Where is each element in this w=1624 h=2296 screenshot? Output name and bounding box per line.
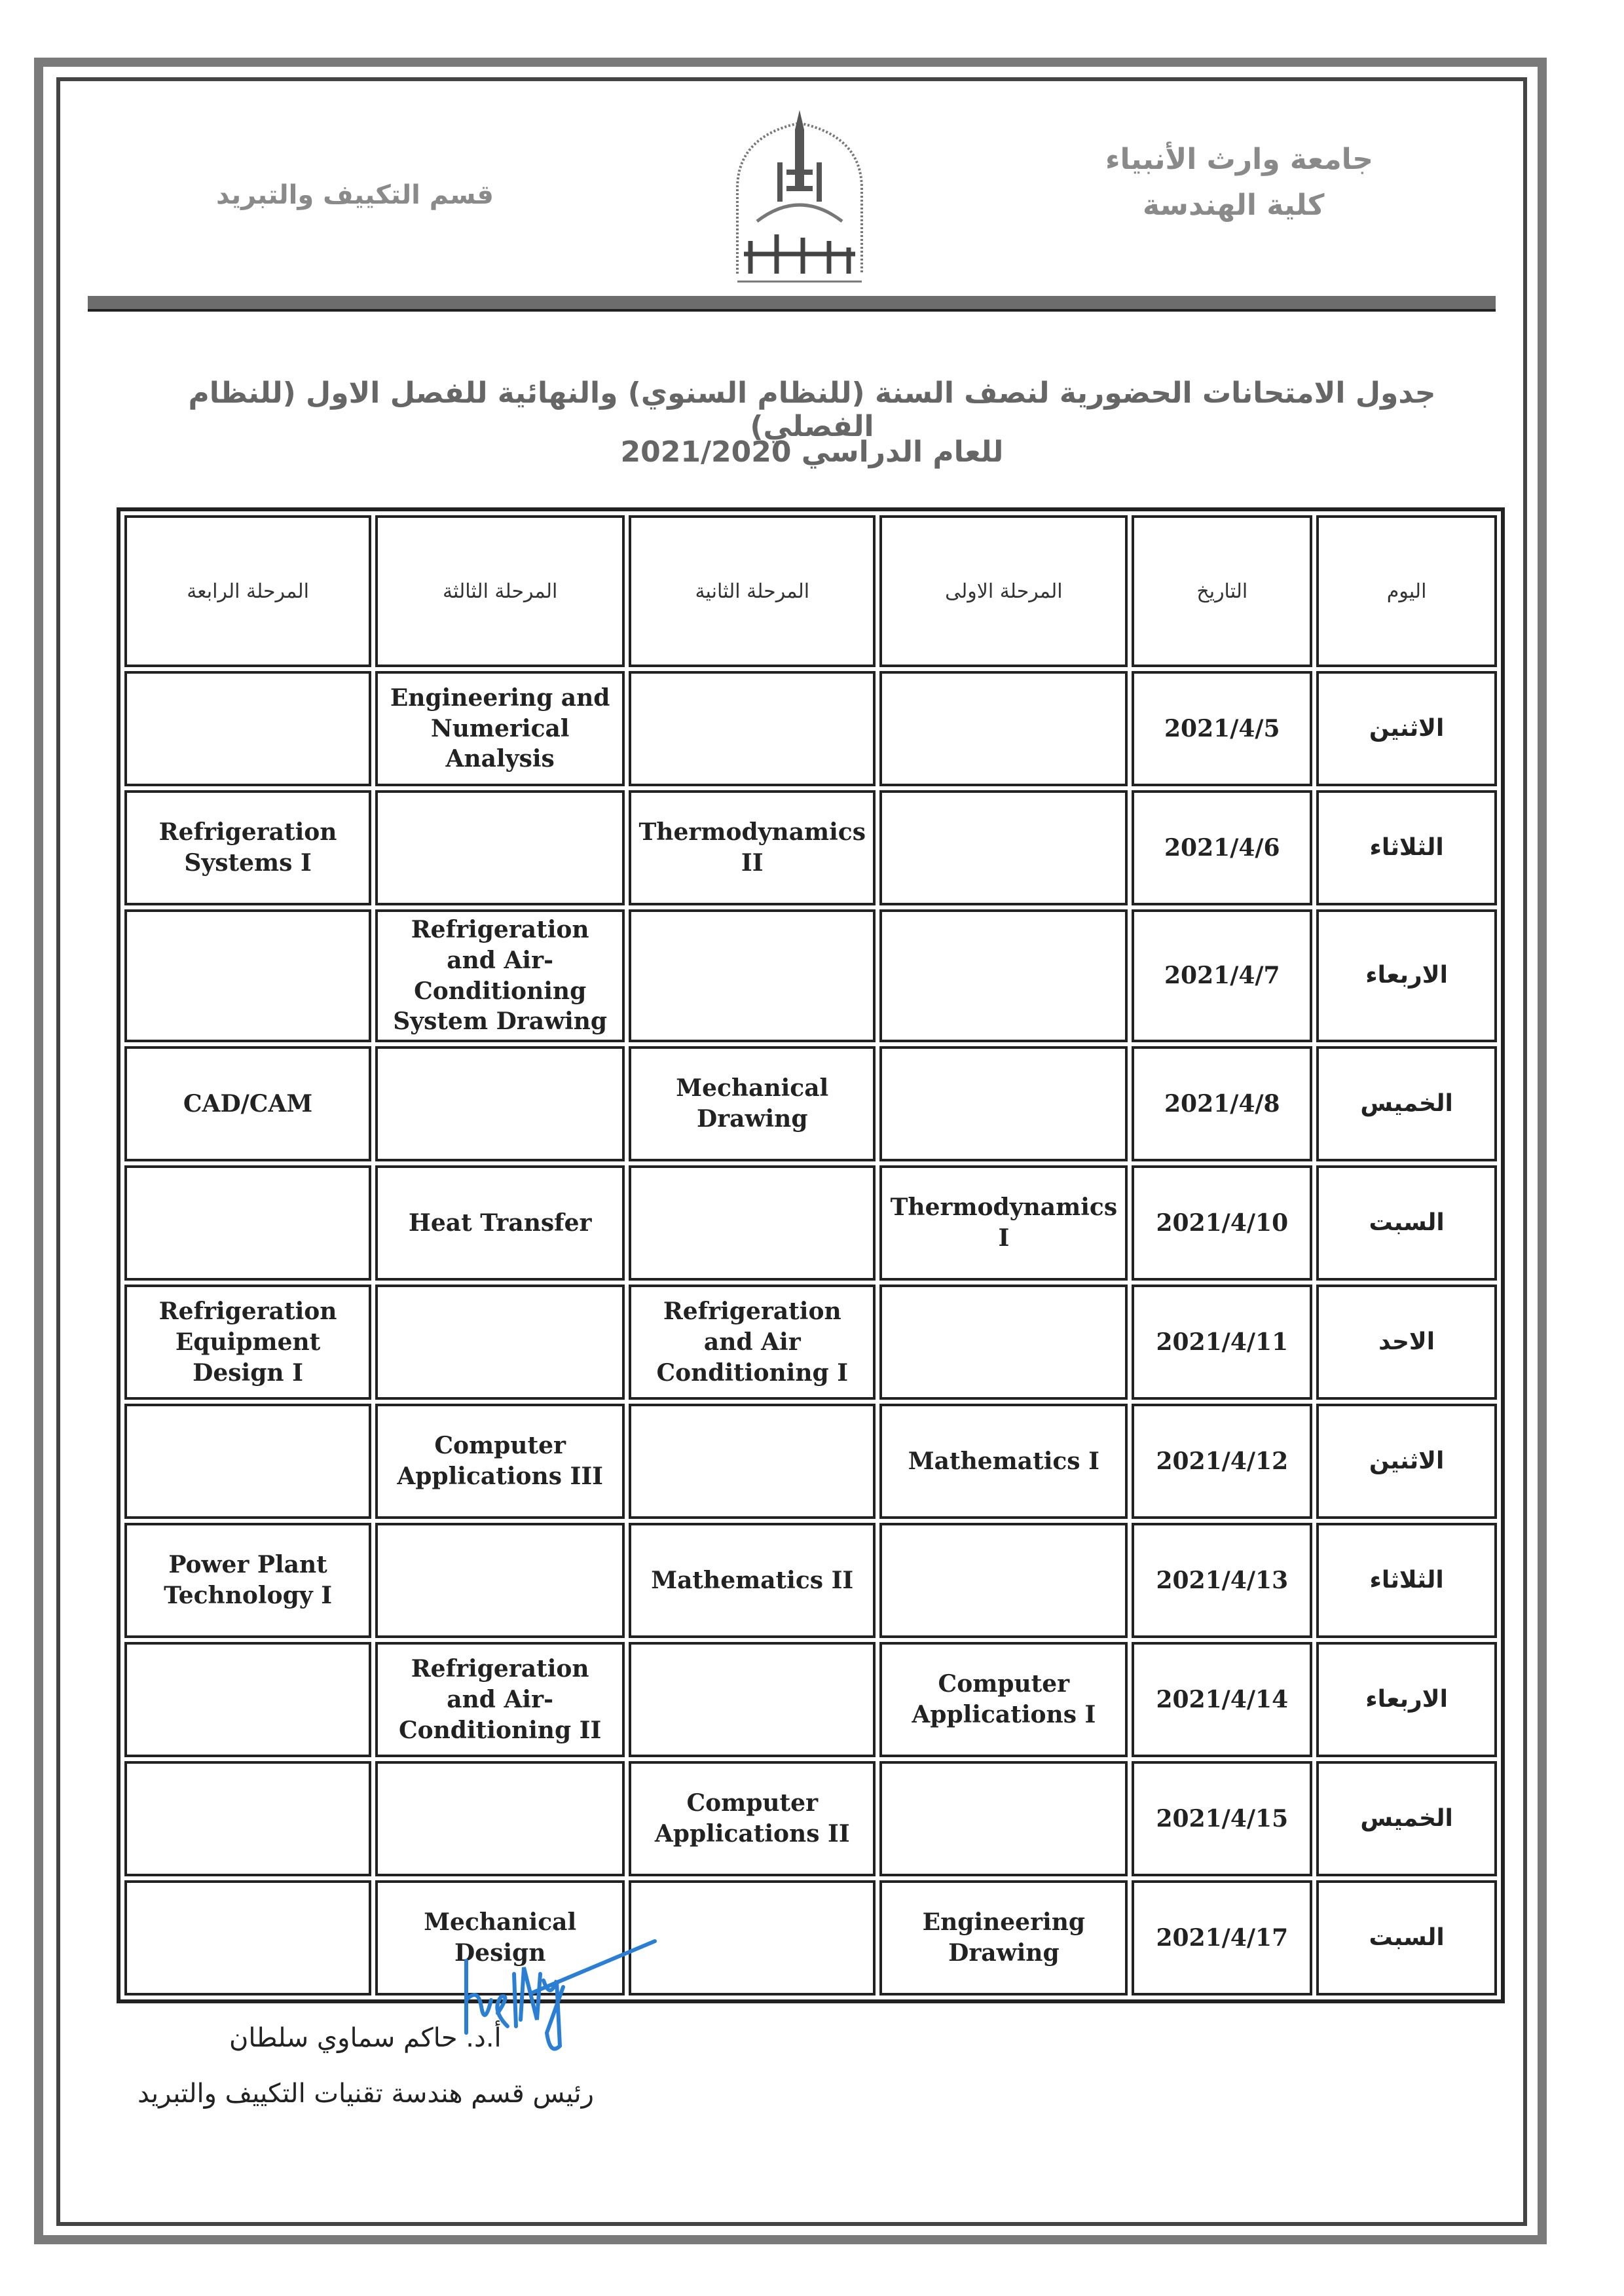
exam-cell-stage-2 bbox=[629, 1165, 876, 1281]
day-cell: الثلاثاء bbox=[1316, 1523, 1497, 1639]
exam-cell-stage-2: Refrigeration and Air Conditioning I bbox=[629, 1285, 876, 1400]
exam-cell-stage-4 bbox=[124, 1404, 372, 1520]
exam-cell-stage-4: Power Plant Technology I bbox=[124, 1523, 372, 1639]
academic-year: للعام الدراسي 2021/2020 bbox=[620, 435, 1004, 469]
header-divider bbox=[88, 296, 1496, 312]
exam-cell-stage-3 bbox=[375, 1761, 625, 1877]
day-cell: الخميس bbox=[1316, 1046, 1497, 1162]
table-row: الاثنين 2021/4/12 Mathematics I Computer Ap… bbox=[124, 1404, 1497, 1520]
page-title: جدول الامتحانات الحضورية لنصف السنة (للن… bbox=[188, 376, 1436, 443]
table-row: الاثنين 2021/4/5 Engineering and Numerical… bbox=[124, 671, 1497, 786]
day-cell: الاثنين bbox=[1316, 671, 1497, 786]
exam-cell-stage-1: Engineering Drawing bbox=[879, 1880, 1128, 1996]
exam-cell-stage-4: Refrigeration Systems I bbox=[124, 790, 372, 905]
exam-cell-stage-4 bbox=[124, 909, 372, 1043]
signatory-position: رئيس قسم هندسة تقنيات التكييف والتبريد bbox=[138, 2079, 594, 2109]
exam-cell-stage-4 bbox=[124, 1880, 372, 1996]
table-row: الاربعاء 2021/4/14 Computer Applications I… bbox=[124, 1642, 1497, 1758]
date-cell: 2021/4/10 bbox=[1132, 1165, 1313, 1281]
table-row: الخميس 2021/4/15 Computer Applications II bbox=[124, 1761, 1497, 1877]
university-logo bbox=[736, 110, 863, 283]
exam-cell-stage-3: Engineering and Numerical Analysis bbox=[375, 671, 625, 786]
exam-cell-stage-3 bbox=[375, 1523, 625, 1639]
page-border-outer bbox=[34, 58, 1547, 2244]
table-row: الاحد 2021/4/11 Refrigeration and Air Cond… bbox=[124, 1285, 1497, 1400]
page-border-inner bbox=[56, 77, 1527, 2226]
exam-cell-stage-1 bbox=[879, 1761, 1128, 1877]
exam-cell-stage-2 bbox=[629, 1880, 876, 1996]
date-cell: 2021/4/6 bbox=[1132, 790, 1313, 905]
exam-cell-stage-4 bbox=[124, 1761, 372, 1877]
day-cell: الاربعاء bbox=[1316, 1642, 1497, 1758]
date-cell: 2021/4/14 bbox=[1132, 1642, 1313, 1758]
exam-cell-stage-1: Computer Applications I bbox=[879, 1642, 1128, 1758]
column-header-stage-3: المرحلة الثالثة bbox=[375, 515, 625, 667]
table-row: الثلاثاء 2021/4/13 Mathematics II Power Pla… bbox=[124, 1523, 1497, 1639]
exam-cell-stage-4 bbox=[124, 1165, 372, 1281]
day-cell: الاربعاء bbox=[1316, 909, 1497, 1043]
date-cell: 2021/4/11 bbox=[1132, 1285, 1313, 1400]
day-cell: السبت bbox=[1316, 1880, 1497, 1996]
day-cell: السبت bbox=[1316, 1165, 1497, 1281]
exam-cell-stage-1 bbox=[879, 790, 1128, 905]
column-header-stage-4: المرحلة الرابعة bbox=[124, 515, 372, 667]
exam-cell-stage-3 bbox=[375, 1046, 625, 1162]
date-cell: 2021/4/15 bbox=[1132, 1761, 1313, 1877]
university-name: جامعة وارث الأنبياء bbox=[1105, 143, 1373, 176]
date-cell: 2021/4/13 bbox=[1132, 1523, 1313, 1639]
exam-cell-stage-1 bbox=[879, 1046, 1128, 1162]
exam-cell-stage-3: Computer Applications III bbox=[375, 1404, 625, 1520]
exam-cell-stage-1 bbox=[879, 909, 1128, 1043]
exam-cell-stage-2 bbox=[629, 671, 876, 786]
exam-cell-stage-4 bbox=[124, 671, 372, 786]
exam-cell-stage-4: Refrigeration Equipment Design I bbox=[124, 1285, 372, 1400]
date-cell: 2021/4/17 bbox=[1132, 1880, 1313, 1996]
exam-cell-stage-3: Refrigeration and Air-Conditioning II bbox=[375, 1642, 625, 1758]
signature bbox=[464, 1939, 657, 2051]
date-cell: 2021/4/8 bbox=[1132, 1046, 1313, 1162]
exam-cell-stage-2: Computer Applications II bbox=[629, 1761, 876, 1877]
column-header-day: اليوم bbox=[1316, 515, 1497, 667]
day-cell: الاحد bbox=[1316, 1285, 1497, 1400]
department-name: قسم التكييف والتبريد bbox=[216, 180, 494, 210]
exam-cell-stage-4: CAD/CAM bbox=[124, 1046, 372, 1162]
exam-cell-stage-1 bbox=[879, 1285, 1128, 1400]
day-cell: الخميس bbox=[1316, 1761, 1497, 1877]
exam-cell-stage-1 bbox=[879, 671, 1128, 786]
table-row: الاربعاء 2021/4/7 Refrigeration and Air-Co… bbox=[124, 909, 1497, 1043]
table-row: السبت 2021/4/10 Thermodynamics I Heat Trans… bbox=[124, 1165, 1497, 1281]
exam-cell-stage-1 bbox=[879, 1523, 1128, 1639]
day-cell: الثلاثاء bbox=[1316, 790, 1497, 905]
exam-cell-stage-1: Thermodynamics I bbox=[879, 1165, 1128, 1281]
college-name: كلية الهندسة bbox=[1143, 189, 1325, 222]
table-row: الخميس 2021/4/8 Mechanical Drawing CAD/CAM bbox=[124, 1046, 1497, 1162]
exam-cell-stage-3: Refrigeration and Air-Conditioning Syste… bbox=[375, 909, 625, 1043]
exam-cell-stage-2: Thermodynamics II bbox=[629, 790, 876, 905]
exam-cell-stage-3: Mechanical Design bbox=[375, 1880, 625, 1996]
exam-cell-stage-4 bbox=[124, 1642, 372, 1758]
exam-cell-stage-3 bbox=[375, 790, 625, 905]
column-header-date: التاريخ bbox=[1132, 515, 1313, 667]
signatory-name: أ.د. حاكم سماوي سلطان bbox=[229, 2023, 502, 2053]
day-cell: الاثنين bbox=[1316, 1404, 1497, 1520]
date-cell: 2021/4/5 bbox=[1132, 671, 1313, 786]
exam-schedule-table: اليوم التاريخ المرحلة الاولى المرحلة الثاني… bbox=[117, 507, 1505, 2004]
exam-cell-stage-3 bbox=[375, 1285, 625, 1400]
column-header-stage-1: المرحلة الاولى bbox=[879, 515, 1128, 667]
column-header-stage-2: المرحلة الثانية bbox=[629, 515, 876, 667]
exam-cell-stage-3: Heat Transfer bbox=[375, 1165, 625, 1281]
exam-cell-stage-2: Mechanical Drawing bbox=[629, 1046, 876, 1162]
table-row: الثلاثاء 2021/4/6 Thermodynamics II Refrige… bbox=[124, 790, 1497, 905]
date-cell: 2021/4/12 bbox=[1132, 1404, 1313, 1520]
date-cell: 2021/4/7 bbox=[1132, 909, 1313, 1043]
table-row: السبت 2021/4/17 Engineering Drawing Mechani… bbox=[124, 1880, 1497, 1996]
exam-cell-stage-2 bbox=[629, 909, 876, 1043]
exam-cell-stage-1: Mathematics I bbox=[879, 1404, 1128, 1520]
exam-cell-stage-2 bbox=[629, 1404, 876, 1520]
exam-cell-stage-2 bbox=[629, 1642, 876, 1758]
table-header-row: اليوم التاريخ المرحلة الاولى المرحلة الثاني… bbox=[124, 515, 1497, 667]
exam-cell-stage-2: Mathematics II bbox=[629, 1523, 876, 1639]
